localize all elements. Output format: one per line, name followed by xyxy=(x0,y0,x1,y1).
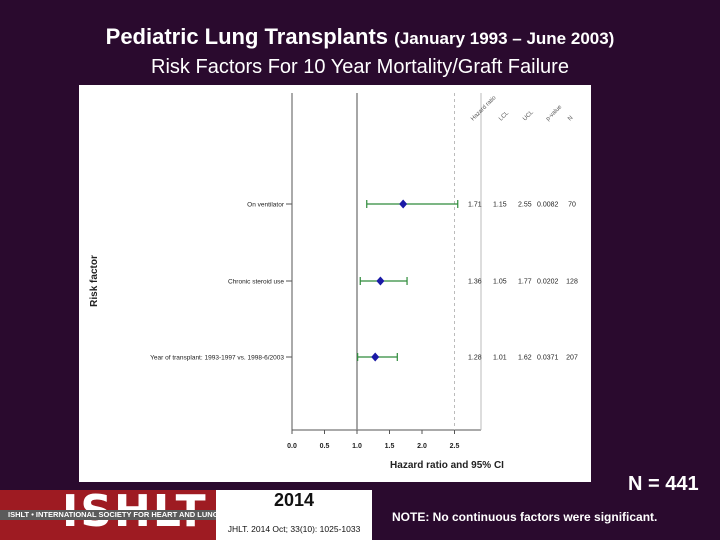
column-header: N xyxy=(567,115,574,122)
citation-text: JHLT. 2014 Oct; 33(10): 1025-1033 xyxy=(227,524,361,534)
forest-plot: Hazard ratio LCL UCL p-value N 0.0 0.5 1.0 1.5 2.… xyxy=(79,85,591,482)
row-value: 0.0202 xyxy=(537,279,559,286)
title-date-range: (January 1993 – June 2003) xyxy=(394,29,615,48)
row-value: 2.55 xyxy=(518,202,532,209)
footnote: NOTE: No continuous factors were signifi… xyxy=(392,510,658,524)
ishlt-org-name: ISHLT • INTERNATIONAL SOCIETY FOR HEART … xyxy=(0,510,372,520)
row-value: 1.62 xyxy=(518,355,532,362)
row-value: 1.05 xyxy=(493,279,507,286)
risk-factor-label: Year of transplant: 1993-1997 vs. 1998-6… xyxy=(150,355,284,362)
column-header: p-value xyxy=(545,104,564,123)
y-axis-title: Risk factor xyxy=(89,255,100,307)
hazard-ratio-marker xyxy=(376,276,385,286)
row-value: 1.77 xyxy=(518,279,532,286)
page-title: Pediatric Lung Transplants (January 1993… xyxy=(0,24,720,50)
row-value: 1.71 xyxy=(468,202,482,209)
column-header: UCL xyxy=(522,109,535,122)
row-value: 207 xyxy=(566,355,578,362)
forest-plot-svg: Hazard ratio LCL UCL p-value N 0.0 0.5 1.0 1.5 2.… xyxy=(89,93,578,471)
column-header: LCL xyxy=(498,110,510,122)
x-tick-label: 1.5 xyxy=(385,443,395,450)
risk-factor-label: Chronic steroid use xyxy=(228,279,284,286)
row-value: 70 xyxy=(568,202,576,209)
x-tick-label: 2.0 xyxy=(417,443,427,450)
x-axis-title: Hazard ratio and 95% CI xyxy=(390,460,504,471)
risk-factor-label: On ventilator xyxy=(247,202,285,209)
row-value: 0.0082 xyxy=(537,202,559,209)
row-value: 1.15 xyxy=(493,202,507,209)
row-value: 0.0371 xyxy=(537,355,559,362)
hazard-ratio-marker xyxy=(399,199,408,209)
sample-size-label: N = 441 xyxy=(628,473,699,495)
row-value: 1.28 xyxy=(468,355,482,362)
row-value: 1.01 xyxy=(493,355,507,362)
ishlt-footer: ISHLT ISHLT • INTERNATIONAL SOCIETY FOR … xyxy=(0,486,372,540)
column-header: Hazard ratio xyxy=(470,95,498,123)
x-tick-label: 0.5 xyxy=(320,443,330,450)
row-value: 128 xyxy=(566,279,578,286)
title-main: Pediatric Lung Transplants xyxy=(105,24,389,49)
hazard-ratio-marker xyxy=(371,352,380,362)
citation-box: 2014 JHLT. 2014 Oct; 33(10): 1025-1033 xyxy=(216,490,372,540)
x-tick-label: 2.5 xyxy=(450,443,460,450)
x-tick-label: 1.0 xyxy=(352,443,362,450)
page-subtitle: Risk Factors For 10 Year Mortality/Graft… xyxy=(151,56,569,78)
x-tick-label: 0.0 xyxy=(287,443,297,450)
row-value: 1.36 xyxy=(468,279,482,286)
citation-year: 2014 xyxy=(273,490,315,510)
